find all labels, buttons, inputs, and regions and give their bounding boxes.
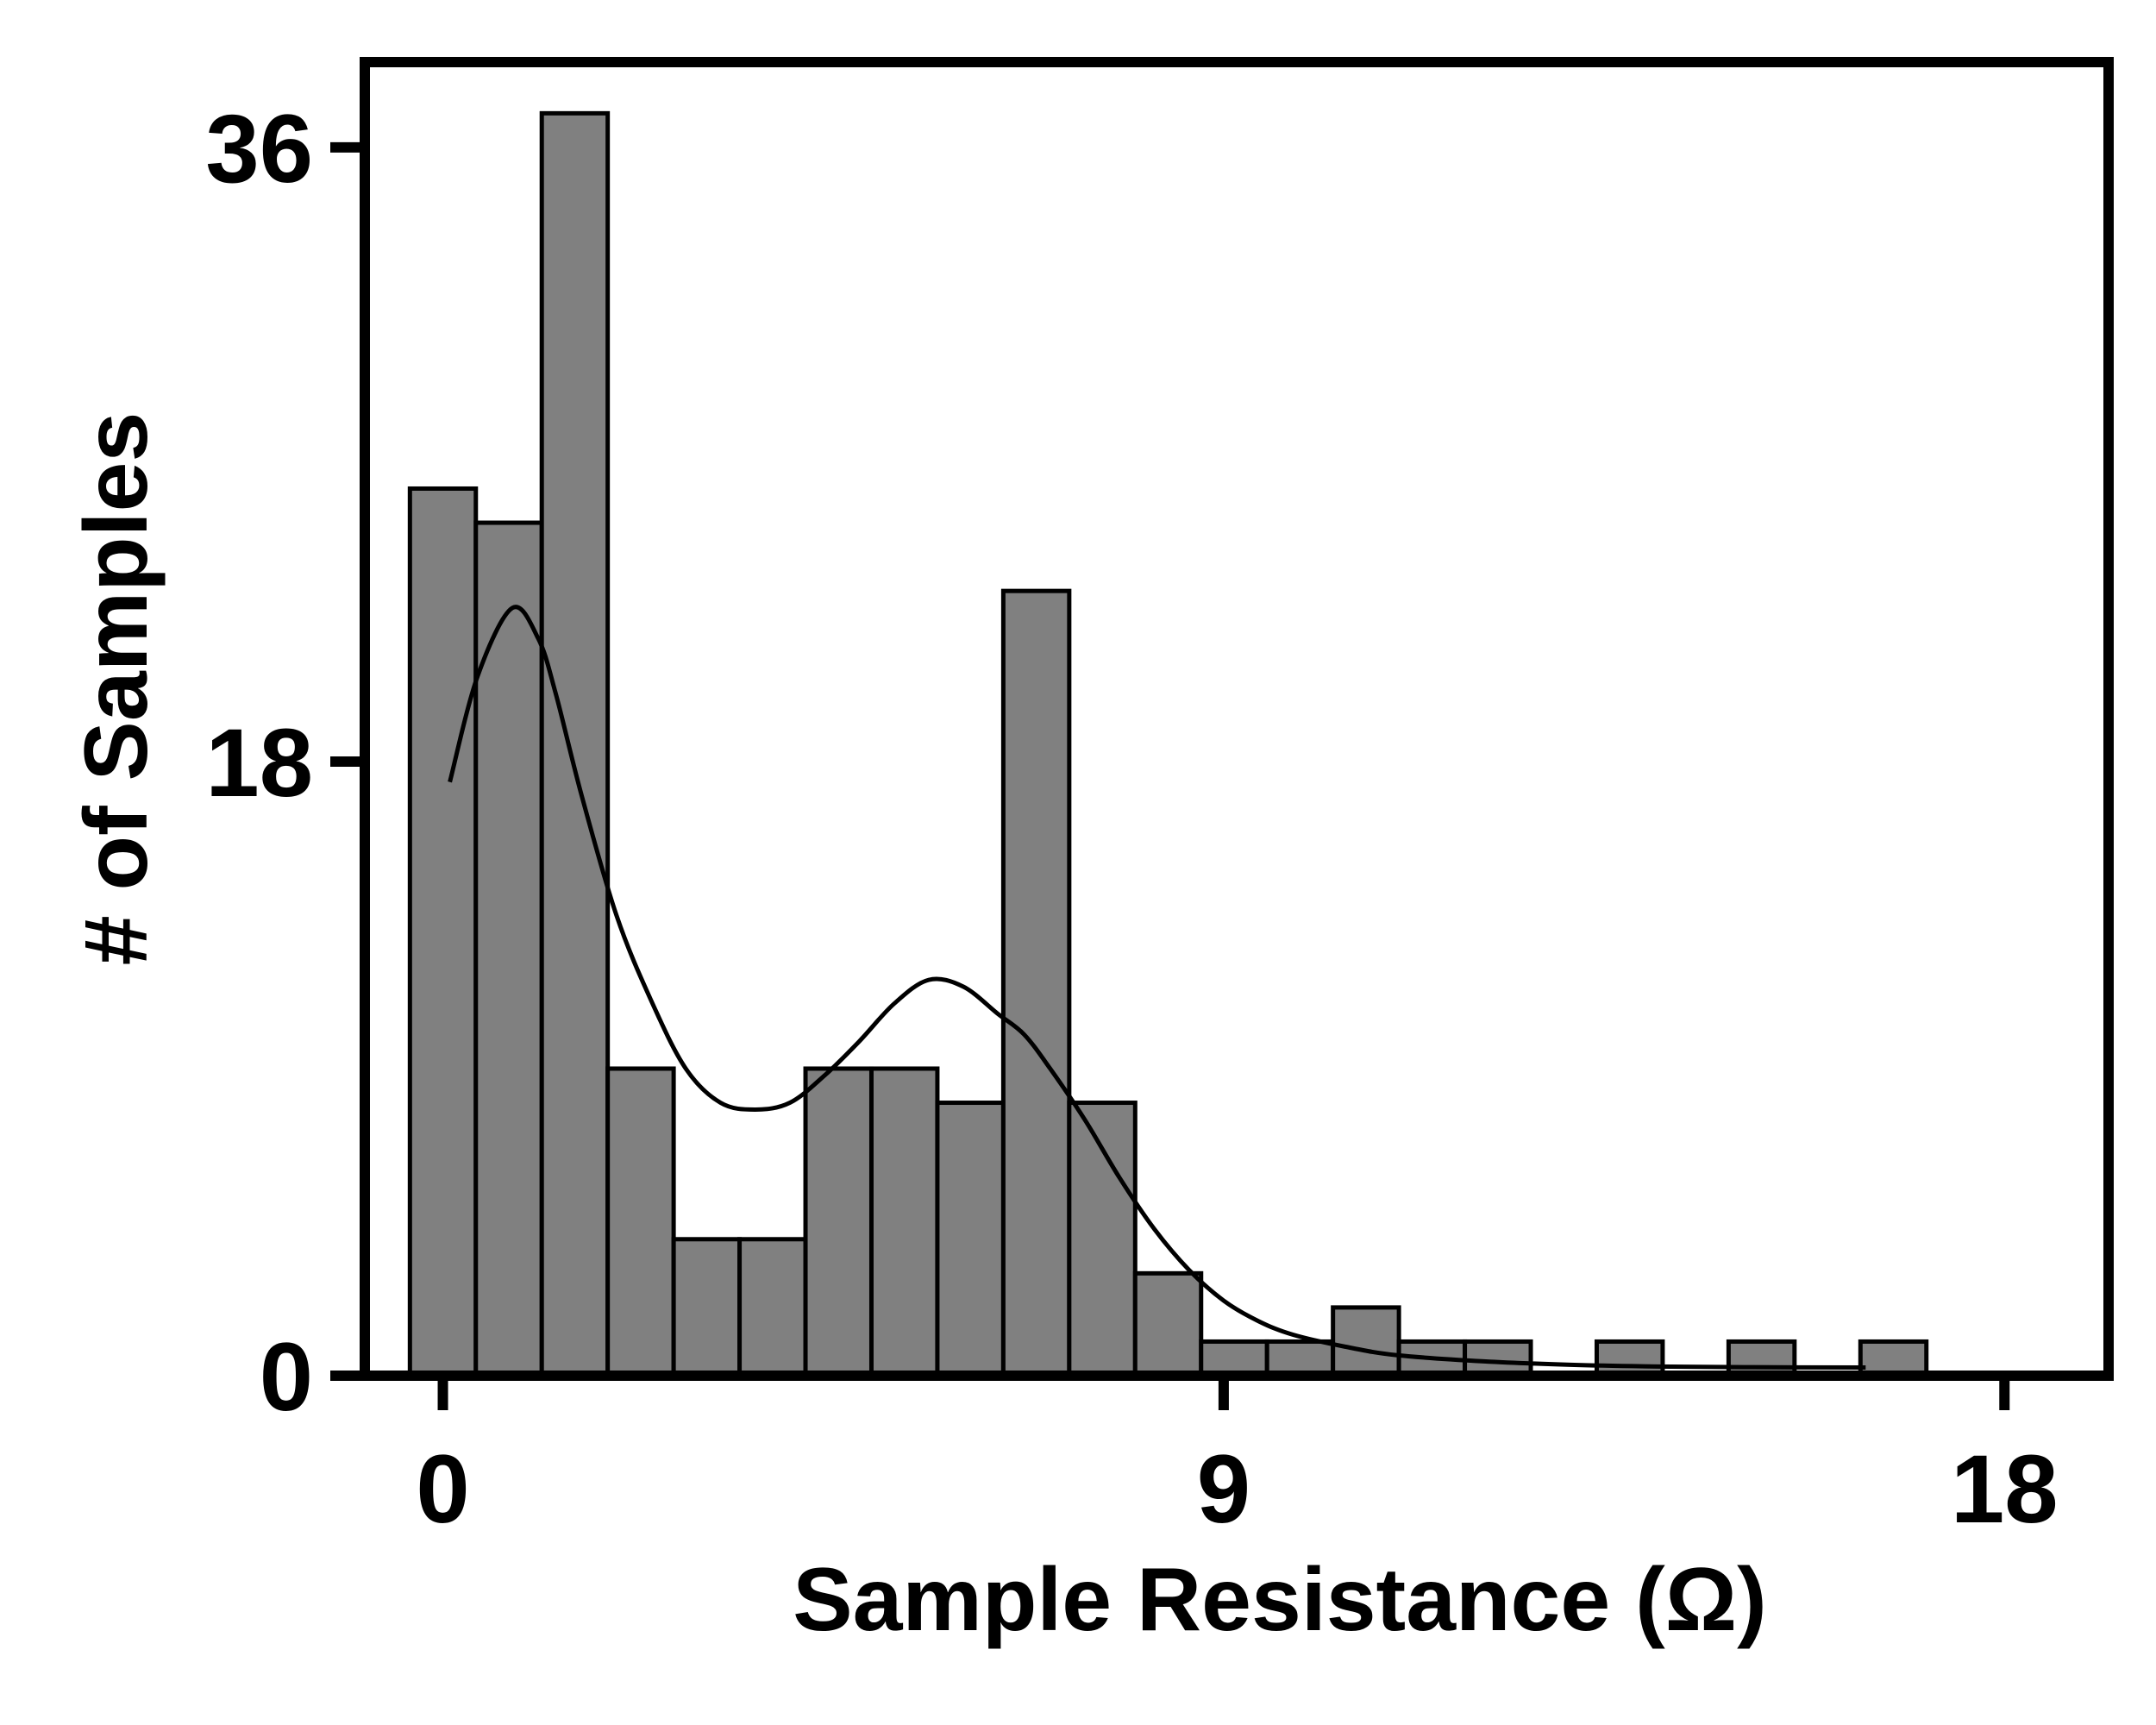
histogram-bar [1858,1339,1929,1378]
histogram-bar [1000,588,1072,1378]
plot-frame [360,57,2114,1381]
y-tick-label: 0 [260,1323,313,1431]
histogram-bar [1331,1305,1401,1378]
x-tick-label: 18 [1951,1435,2059,1543]
histogram-bar [737,1237,808,1378]
y-axis-ticks: 0 18 36 [205,95,365,1431]
histogram-bar [473,520,544,1378]
histogram-bar [803,1066,874,1378]
x-axis-label: Sample Resistance (Ω) [793,1550,1767,1650]
histogram-bar [1594,1339,1665,1378]
y-tick-label: 18 [205,709,313,817]
y-tick-label: 36 [205,95,313,203]
histogram-bar [1132,1270,1204,1378]
histogram-bar [605,1066,676,1378]
histogram-bar [1067,1101,1138,1378]
kde-curve [448,605,1866,1371]
y-axis-label: # of Samples [66,412,166,966]
histogram-bar [671,1237,743,1378]
histogram-bar [407,486,479,1378]
x-tick-label: 0 [416,1435,469,1543]
histogram-bar [868,1066,940,1378]
histogram-bar [539,110,611,1378]
x-tick-label: 9 [1197,1435,1250,1543]
histogram-bar [935,1101,1006,1378]
x-axis-ticks: 0 9 18 [416,1376,2059,1543]
histogram-bars [407,110,1929,1378]
